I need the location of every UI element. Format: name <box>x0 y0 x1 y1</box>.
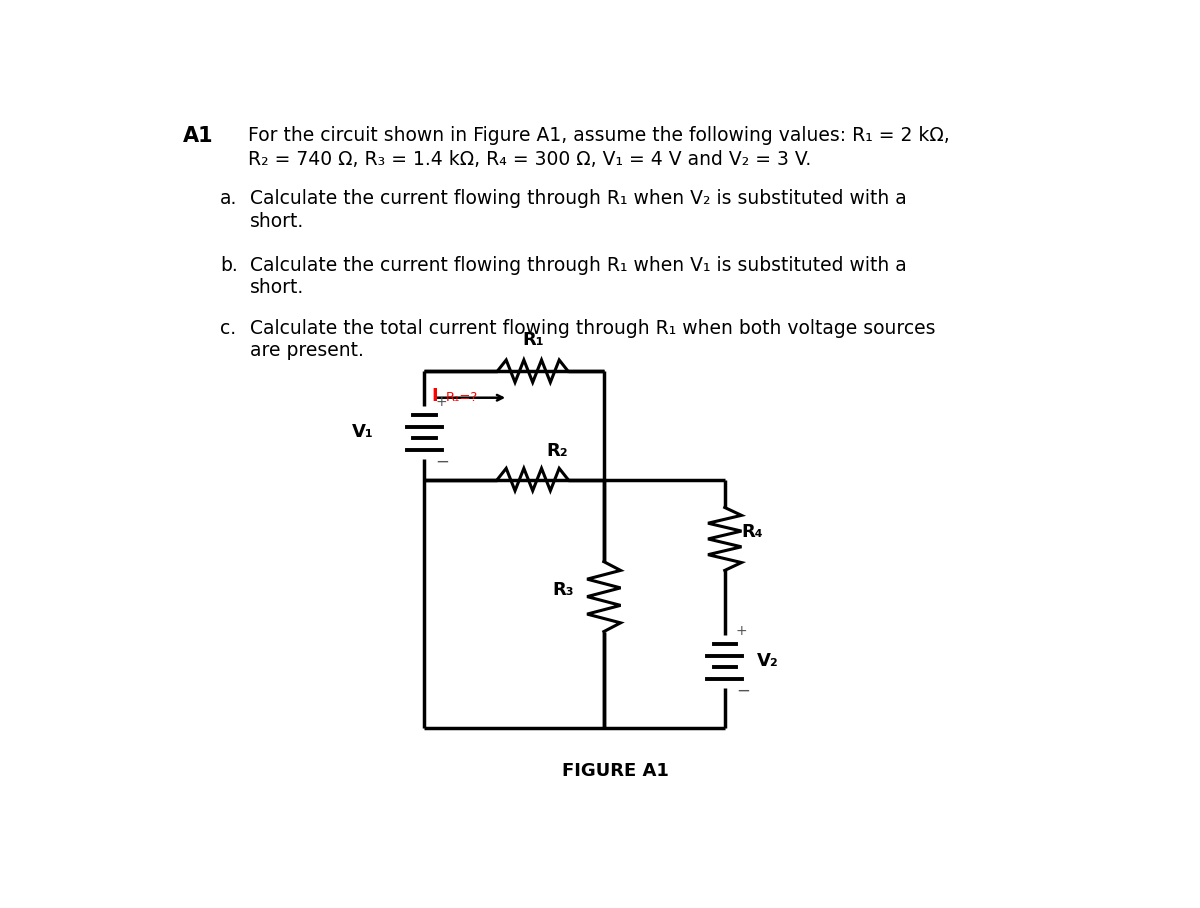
Text: a.: a. <box>220 190 238 208</box>
Text: V₁: V₁ <box>352 423 373 441</box>
Text: R₄: R₄ <box>742 523 763 541</box>
Text: +: + <box>436 395 448 409</box>
Text: b.: b. <box>220 256 238 275</box>
Text: R₂: R₂ <box>547 442 569 460</box>
Text: R₁=?: R₁=? <box>445 391 478 404</box>
Text: Calculate the total current flowing through R₁ when both voltage sources: Calculate the total current flowing thro… <box>250 319 935 338</box>
Text: FIGURE A1: FIGURE A1 <box>562 762 668 780</box>
Text: Calculate the current flowing through R₁ when V₂ is substituted with a: Calculate the current flowing through R₁… <box>250 190 906 208</box>
Text: +: + <box>736 624 748 637</box>
Text: V₂: V₂ <box>757 652 779 670</box>
Text: −: − <box>436 453 449 470</box>
Text: I: I <box>432 387 438 405</box>
Text: short.: short. <box>250 278 304 297</box>
Text: A1: A1 <box>182 126 214 146</box>
Text: R₂ = 740 Ω, R₃ = 1.4 kΩ, R₄ = 300 Ω, V₁ = 4 V and V₂ = 3 V.: R₂ = 740 Ω, R₃ = 1.4 kΩ, R₄ = 300 Ω, V₁ … <box>247 150 811 169</box>
Text: Calculate the current flowing through R₁ when V₁ is substituted with a: Calculate the current flowing through R₁… <box>250 256 906 275</box>
Text: c.: c. <box>220 319 236 338</box>
Text: For the circuit shown in Figure A1, assume the following values: R₁ = 2 kΩ,: For the circuit shown in Figure A1, assu… <box>247 126 949 145</box>
Text: −: − <box>736 682 750 700</box>
Text: are present.: are present. <box>250 341 364 360</box>
Text: R₃: R₃ <box>552 580 574 598</box>
Text: R₁: R₁ <box>522 331 544 349</box>
Text: short.: short. <box>250 212 304 231</box>
